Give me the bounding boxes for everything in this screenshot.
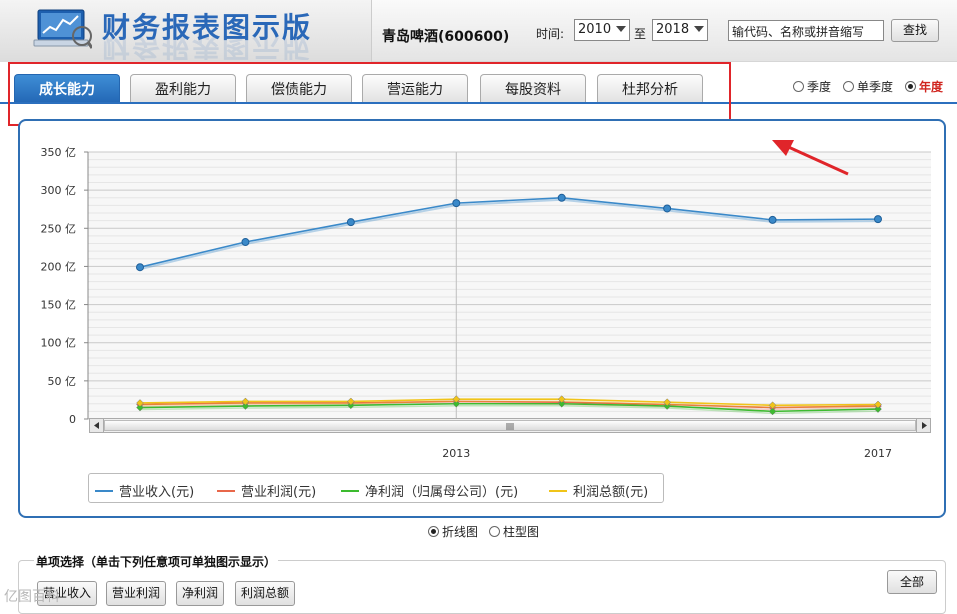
chevron-down-icon xyxy=(616,26,626,32)
legend-item-op-profit[interactable]: 营业利润(元) xyxy=(217,481,316,500)
scroll-left-button[interactable] xyxy=(90,419,104,432)
scroll-thumb[interactable] xyxy=(104,420,916,431)
search-input[interactable]: 输代码、名称或拼音缩写 xyxy=(728,20,884,41)
period-quarter-label: 季度 xyxy=(807,80,832,94)
radio-icon[interactable] xyxy=(843,81,854,92)
legend-swatch xyxy=(95,490,113,492)
legend-label: 营业收入(元) xyxy=(119,485,195,500)
period-annual[interactable]: 年度 xyxy=(905,78,943,95)
from-year-value: 2010 xyxy=(578,22,612,37)
to-year-value: 2018 xyxy=(656,22,690,37)
item-op-profit-button[interactable]: 营业利润 xyxy=(106,581,166,606)
item-net-profit-button[interactable]: 净利润 xyxy=(176,581,224,606)
stock-name: 青岛啤酒(600600) xyxy=(382,29,510,45)
monitor-chart-icon xyxy=(33,9,92,49)
legend-item-revenue[interactable]: 营业收入(元) xyxy=(95,481,194,500)
single-select-title: 单项选择（单击下列任意项可单独图示显示） xyxy=(34,553,279,570)
tab-underline xyxy=(0,102,957,104)
chart-panel xyxy=(18,119,946,518)
watermark: 亿图百科 xyxy=(4,589,60,605)
all-items-button[interactable]: 全部 xyxy=(887,570,937,594)
tab-dupont[interactable]: 杜邦分析 xyxy=(597,74,703,102)
legend-label: 营业利润(元) xyxy=(241,485,317,500)
legend-label: 净利润（归属母公司）(元) xyxy=(365,485,519,500)
period-single-quarter-label: 单季度 xyxy=(857,80,894,94)
radio-icon[interactable] xyxy=(793,81,804,92)
caret-right-icon xyxy=(922,422,927,429)
from-year-select[interactable]: 2010 xyxy=(574,19,630,41)
legend-swatch xyxy=(549,490,567,492)
legend-swatch xyxy=(341,490,359,492)
chart-type-line-label: 折线图 xyxy=(442,525,479,539)
chevron-down-icon xyxy=(694,26,704,32)
tab-growth[interactable]: 成长能力 xyxy=(14,74,120,102)
header-bar: 财务报表图示版 财务报表图示版 青岛啤酒(600600) 时间: 2010 至 … xyxy=(0,0,957,62)
tab-per-share[interactable]: 每股资料 xyxy=(480,74,586,102)
logo-area: 财务报表图示版 财务报表图示版 xyxy=(0,0,372,62)
caret-left-icon xyxy=(94,422,99,429)
chart-type-line[interactable]: 折线图 xyxy=(428,523,478,540)
chart-scrollbar[interactable] xyxy=(89,418,931,433)
period-single-quarter[interactable]: 单季度 xyxy=(843,78,893,95)
radio-icon[interactable] xyxy=(489,526,500,537)
chart-type-bar[interactable]: 柱型图 xyxy=(489,523,539,540)
tab-operation[interactable]: 营运能力 xyxy=(362,74,468,102)
chart-legend: 营业收入(元) 营业利润(元) 净利润（归属母公司）(元) 利润总额(元) xyxy=(88,473,664,503)
period-quarter[interactable]: 季度 xyxy=(793,78,831,95)
search-button[interactable]: 查找 xyxy=(891,19,939,42)
to-year-select[interactable]: 2018 xyxy=(652,19,708,41)
app-title-reflection: 财务报表图示版 xyxy=(102,36,313,60)
scroll-right-button[interactable] xyxy=(916,419,930,432)
to-label: 至 xyxy=(634,27,647,41)
app-title: 财务报表图示版 xyxy=(102,11,313,44)
grip-icon xyxy=(506,423,514,430)
legend-item-net-profit[interactable]: 净利润（归属母公司）(元) xyxy=(341,481,518,500)
item-total-profit-button[interactable]: 利润总额 xyxy=(235,581,295,606)
tab-profitability[interactable]: 盈利能力 xyxy=(130,74,236,102)
chart-type-bar-label: 柱型图 xyxy=(503,525,540,539)
tab-solvency[interactable]: 偿债能力 xyxy=(246,74,352,102)
highlight-box xyxy=(8,62,731,126)
legend-item-total-profit[interactable]: 利润总额(元) xyxy=(549,481,648,500)
red-arrow-icon xyxy=(772,140,849,176)
radio-selected-icon[interactable] xyxy=(905,81,916,92)
item-revenue-button[interactable]: 营业收入 xyxy=(37,581,97,606)
period-annual-label: 年度 xyxy=(919,80,944,94)
legend-swatch xyxy=(217,490,235,492)
time-label: 时间: xyxy=(536,27,565,41)
legend-label: 利润总额(元) xyxy=(573,485,649,500)
radio-selected-icon[interactable] xyxy=(428,526,439,537)
